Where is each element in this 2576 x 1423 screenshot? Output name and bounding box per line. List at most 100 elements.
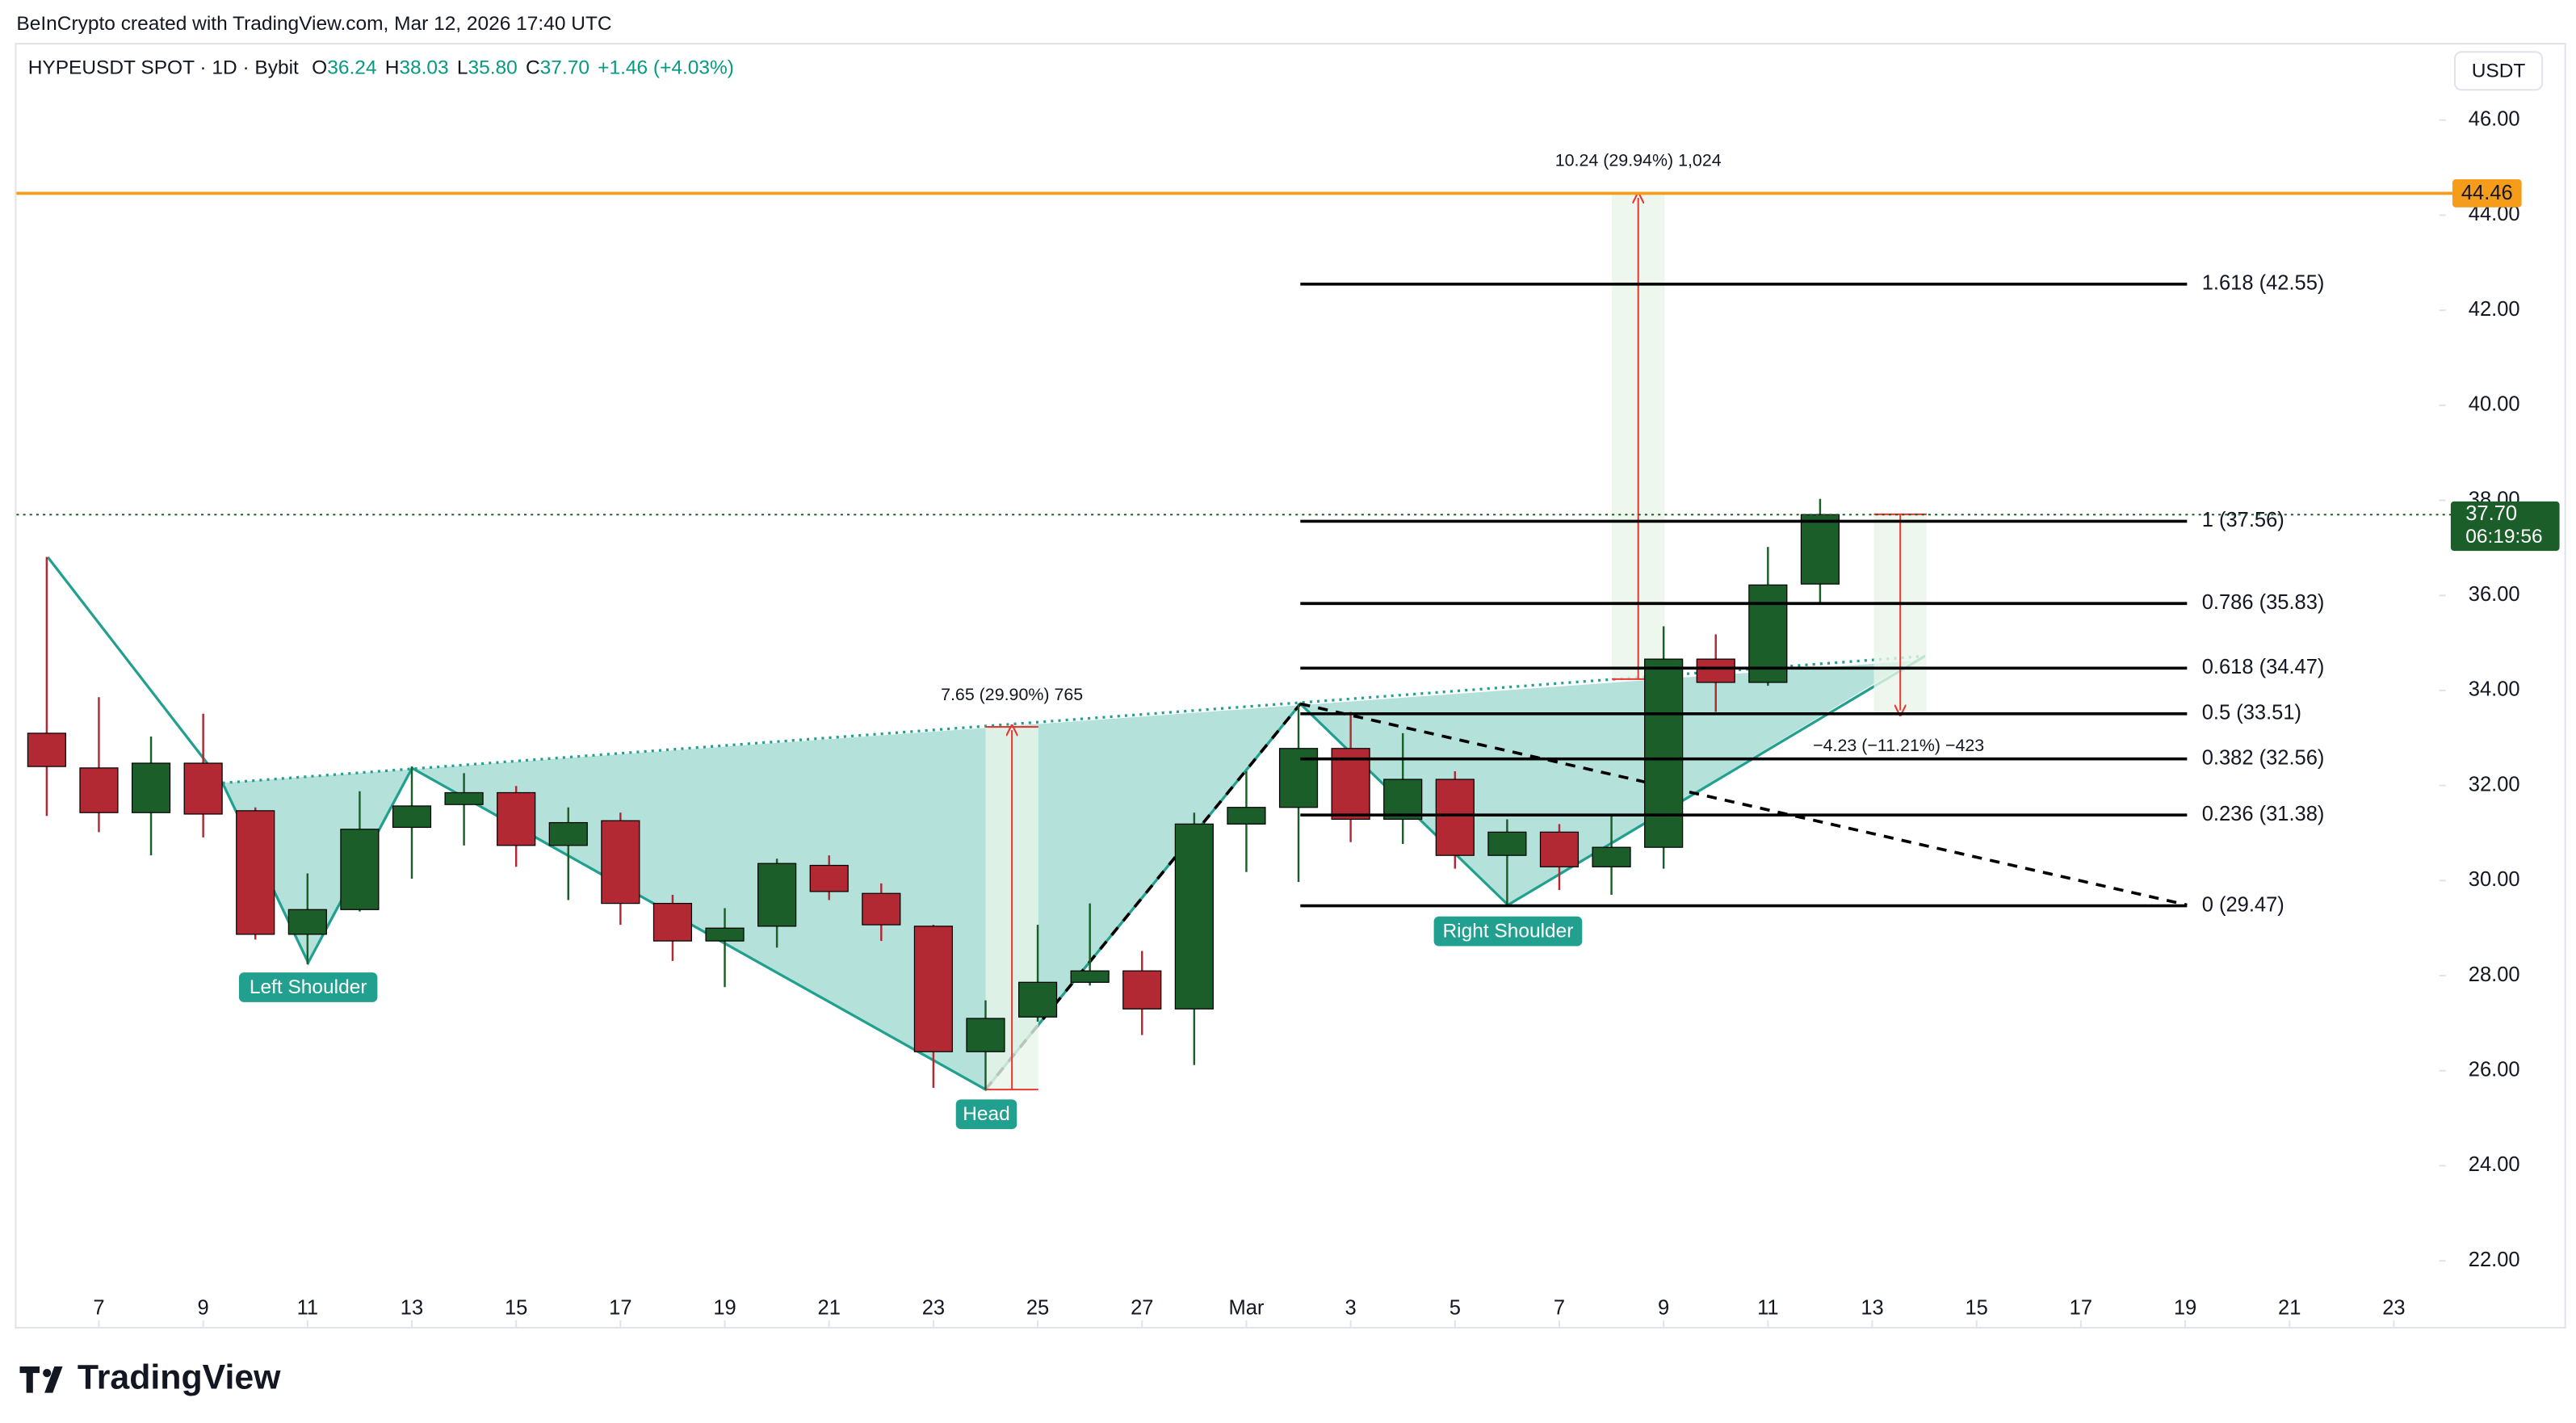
fib-label: 1.618 (42.55) [2202, 272, 2325, 295]
candle-body [236, 810, 275, 935]
x-tick-label: 23 [922, 1296, 945, 1319]
fib-label: 0 (29.47) [2202, 893, 2284, 916]
fib-label: 0.618 (34.47) [2202, 656, 2325, 678]
chart-frame [15, 43, 2566, 1329]
candles [27, 498, 1840, 1090]
y-tick-label: 36.00 [2469, 583, 2520, 606]
candle-body [287, 909, 327, 935]
candle-body [1017, 981, 1058, 1018]
candle-body [79, 767, 119, 813]
quote-value: 38.03 [399, 57, 448, 79]
candle-body [1696, 658, 1735, 683]
trend-line [1299, 702, 2188, 907]
x-tick-label: 9 [1658, 1296, 1669, 1319]
x-tick-label: 27 [1131, 1296, 1153, 1319]
pattern-label: Left Shoulder [250, 976, 367, 998]
last-price-box [2450, 501, 2560, 552]
pattern-fill [222, 661, 1912, 1090]
candle-body [1070, 970, 1110, 983]
candle-body [1592, 846, 1631, 867]
candle-body [392, 805, 432, 829]
candle-body [601, 820, 640, 905]
candle-body [1539, 831, 1580, 867]
candle-body [1748, 584, 1788, 683]
fib-label: 0.382 (32.56) [2202, 746, 2325, 769]
symbol-line: HYPEUSDT SPOT · 1D · Bybit O36.24 H38.03 L3… [28, 57, 734, 79]
candle-body [1800, 514, 1840, 585]
y-tick-label: 24.00 [2469, 1153, 2520, 1176]
pattern-label-box [955, 1099, 1017, 1130]
brand: TradingView [78, 1358, 281, 1397]
candle-body [757, 863, 797, 927]
candle-body [1487, 831, 1527, 856]
quote-value: 37.70 [540, 57, 589, 79]
x-tick-label: 15 [505, 1296, 527, 1319]
fib-label: 0.786 (35.83) [2202, 591, 2325, 614]
x-tick-label: 25 [1026, 1296, 1049, 1319]
candle-body [444, 791, 484, 805]
symbol: HYPEUSDT SPOT · 1D · Bybit [28, 57, 299, 79]
quote-key: C [526, 57, 540, 79]
x-tick-label: 7 [93, 1296, 104, 1319]
fib-label: 0.5 (33.51) [2202, 702, 2301, 724]
candle-body [1227, 807, 1266, 825]
x-tick-label: 23 [2382, 1296, 2405, 1319]
y-tick-label: 30.00 [2469, 868, 2520, 891]
pattern-label-box [238, 972, 378, 1002]
y-tick-label: 22.00 [2469, 1249, 2520, 1271]
x-tick-label: 3 [1345, 1296, 1357, 1319]
pattern-label: Right Shoulder [1442, 921, 1573, 942]
x-tick-label: 15 [1966, 1296, 1988, 1319]
neckline [222, 654, 1925, 785]
x-tick-label: 21 [818, 1296, 841, 1319]
candle-body [862, 892, 901, 926]
currency-box [2453, 51, 2544, 91]
quote-value: 36.24 [327, 57, 376, 79]
credit: BeInCrypto created with TradingView.com,… [16, 13, 611, 35]
quote-key: H [385, 57, 400, 79]
x-tick-label: 19 [713, 1296, 736, 1319]
candle-body [1435, 779, 1475, 856]
x-tick-label: 9 [198, 1296, 209, 1319]
candle-body [1278, 748, 1319, 808]
x-tick-label: 11 [297, 1296, 318, 1319]
x-tick-label: 17 [2070, 1296, 2092, 1319]
x-tick-label: 5 [1450, 1296, 1461, 1319]
candle-body [183, 762, 223, 815]
candle-body [27, 732, 66, 767]
measure-label: −4.23 (−11.21%) −423 [1813, 736, 1984, 755]
y-tick-label: 28.00 [2469, 963, 2520, 986]
x-tick-label: 21 [2278, 1296, 2301, 1319]
candle-body [1122, 970, 1162, 1010]
candle-body [548, 821, 588, 846]
y-tick-label: 42.00 [2469, 298, 2520, 321]
target-price-label: 44.46 [2461, 182, 2513, 204]
quote-value: 35.80 [468, 57, 518, 79]
candle-body [1383, 779, 1423, 821]
quote-key: L [457, 57, 468, 79]
pattern-label-box [1433, 916, 1583, 947]
y-tick-label: 26.00 [2469, 1059, 2520, 1081]
quote-key: O [312, 57, 327, 79]
candle-body [1644, 658, 1684, 848]
brand-logo [19, 1366, 63, 1393]
quote-change: +1.46 (+4.03%) [598, 57, 734, 79]
x-tick-label: 13 [401, 1296, 423, 1319]
countdown: 06:19:56 [2465, 526, 2542, 548]
measure-label: 7.65 (29.90%) 765 [941, 685, 1083, 704]
candle-body [1174, 823, 1214, 1010]
candle-body [809, 864, 849, 892]
y-tick-label: 40.00 [2469, 393, 2520, 416]
x-tick-label: 17 [609, 1296, 631, 1319]
candle-body [705, 927, 745, 942]
candle-body [131, 762, 171, 813]
measure-label: 10.24 (29.94%) 1,024 [1555, 151, 1722, 170]
candle-body [652, 903, 693, 942]
last-price-label: 37.70 [2465, 502, 2517, 525]
candle-body [966, 1018, 1005, 1052]
fib-label: 0.236 (31.38) [2202, 803, 2325, 825]
candle-body [913, 926, 953, 1052]
y-tick-label: 32.00 [2469, 773, 2520, 795]
